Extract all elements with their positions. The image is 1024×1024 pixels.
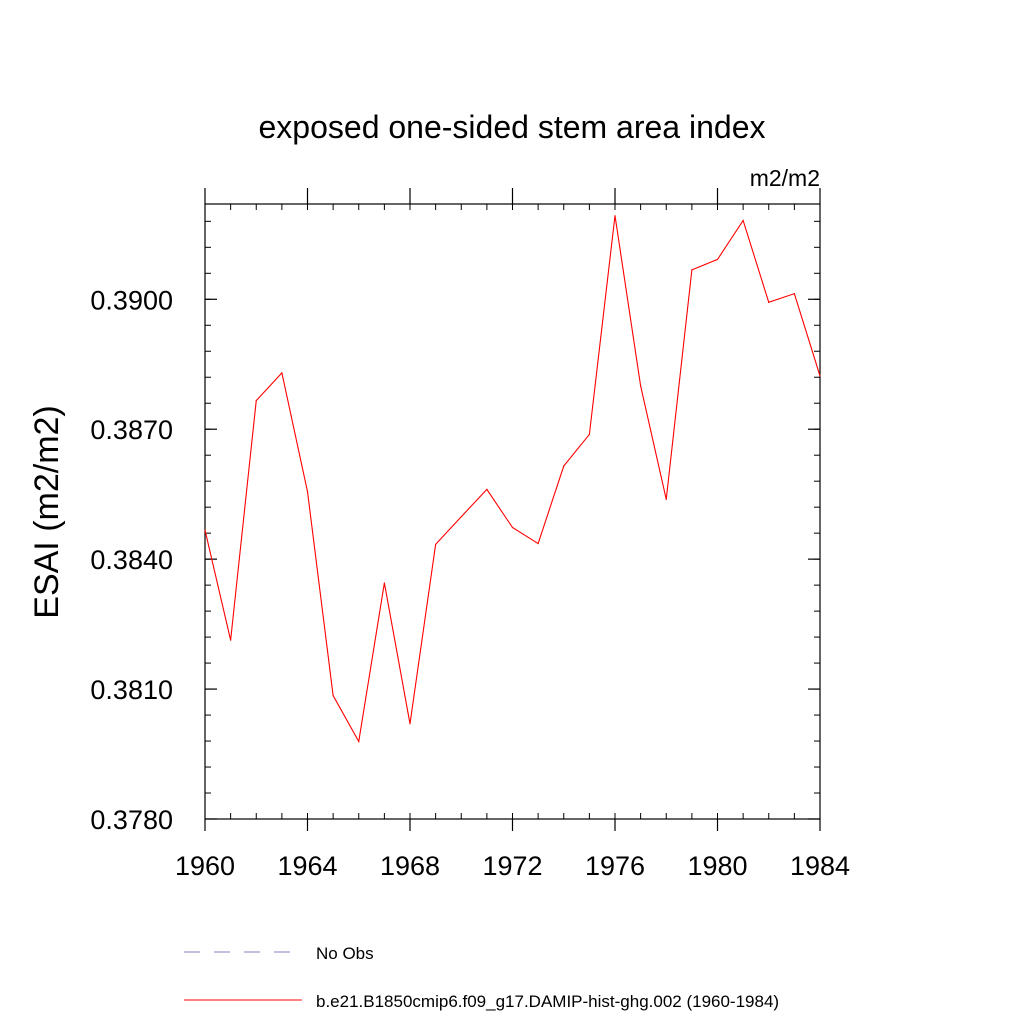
data-point xyxy=(409,723,411,725)
legend-label-1: b.e21.B1850cmip6.f09_g17.DAMIP-hist-ghg.… xyxy=(316,992,779,1011)
data-point xyxy=(691,269,693,271)
units-label: m2/m2 xyxy=(750,165,820,191)
y-axis-label: ESAI (m2/m2) xyxy=(28,405,66,618)
data-point xyxy=(511,526,514,529)
data-point xyxy=(614,215,616,217)
legend-label-0: No Obs xyxy=(316,944,374,963)
chart-title: exposed one-sided stem area index xyxy=(259,109,766,145)
data-point xyxy=(640,385,642,387)
data-point xyxy=(716,258,719,261)
data-point xyxy=(306,490,309,493)
data-point xyxy=(742,219,744,222)
data-point xyxy=(230,639,232,641)
y-tick-label: 0.3840 xyxy=(90,545,173,575)
data-point xyxy=(204,529,206,531)
series-line-1 xyxy=(204,215,821,744)
x-tick-label: 1972 xyxy=(482,851,542,881)
x-tick-label: 1976 xyxy=(585,851,645,881)
data-point xyxy=(460,516,462,518)
data-point xyxy=(819,375,821,377)
data-point xyxy=(665,498,667,500)
plot-data xyxy=(204,215,821,744)
legend: No Obs b.e21.B1850cmip6.f09_g17.DAMIP-his… xyxy=(184,944,779,1011)
data-point xyxy=(563,465,565,467)
data-point xyxy=(588,433,590,436)
data-point xyxy=(358,740,360,743)
data-point xyxy=(255,400,257,402)
y-tick-label: 0.3780 xyxy=(90,805,173,835)
x-tick-label: 1980 xyxy=(687,851,747,881)
y-tick-label: 0.3900 xyxy=(90,285,173,315)
data-point xyxy=(383,582,385,584)
x-tick-label: 1964 xyxy=(277,851,337,881)
plot-axes: 0.3780 0.3810 0.3840 0.3870 0.3900 1960 1964 19… xyxy=(90,188,850,881)
data-point xyxy=(768,301,770,303)
data-point xyxy=(332,694,334,697)
y-tick-label: 0.3810 xyxy=(90,675,173,705)
data-point xyxy=(486,488,488,491)
data-point xyxy=(793,293,795,295)
x-tick-label: 1960 xyxy=(175,851,235,881)
data-point xyxy=(281,372,283,374)
plot-frame xyxy=(204,203,821,820)
data-point xyxy=(435,543,437,546)
data-point xyxy=(537,542,539,545)
x-tick-label: 1984 xyxy=(790,851,850,881)
x-tick-label: 1968 xyxy=(380,851,440,881)
y-tick-label: 0.3870 xyxy=(90,415,173,445)
